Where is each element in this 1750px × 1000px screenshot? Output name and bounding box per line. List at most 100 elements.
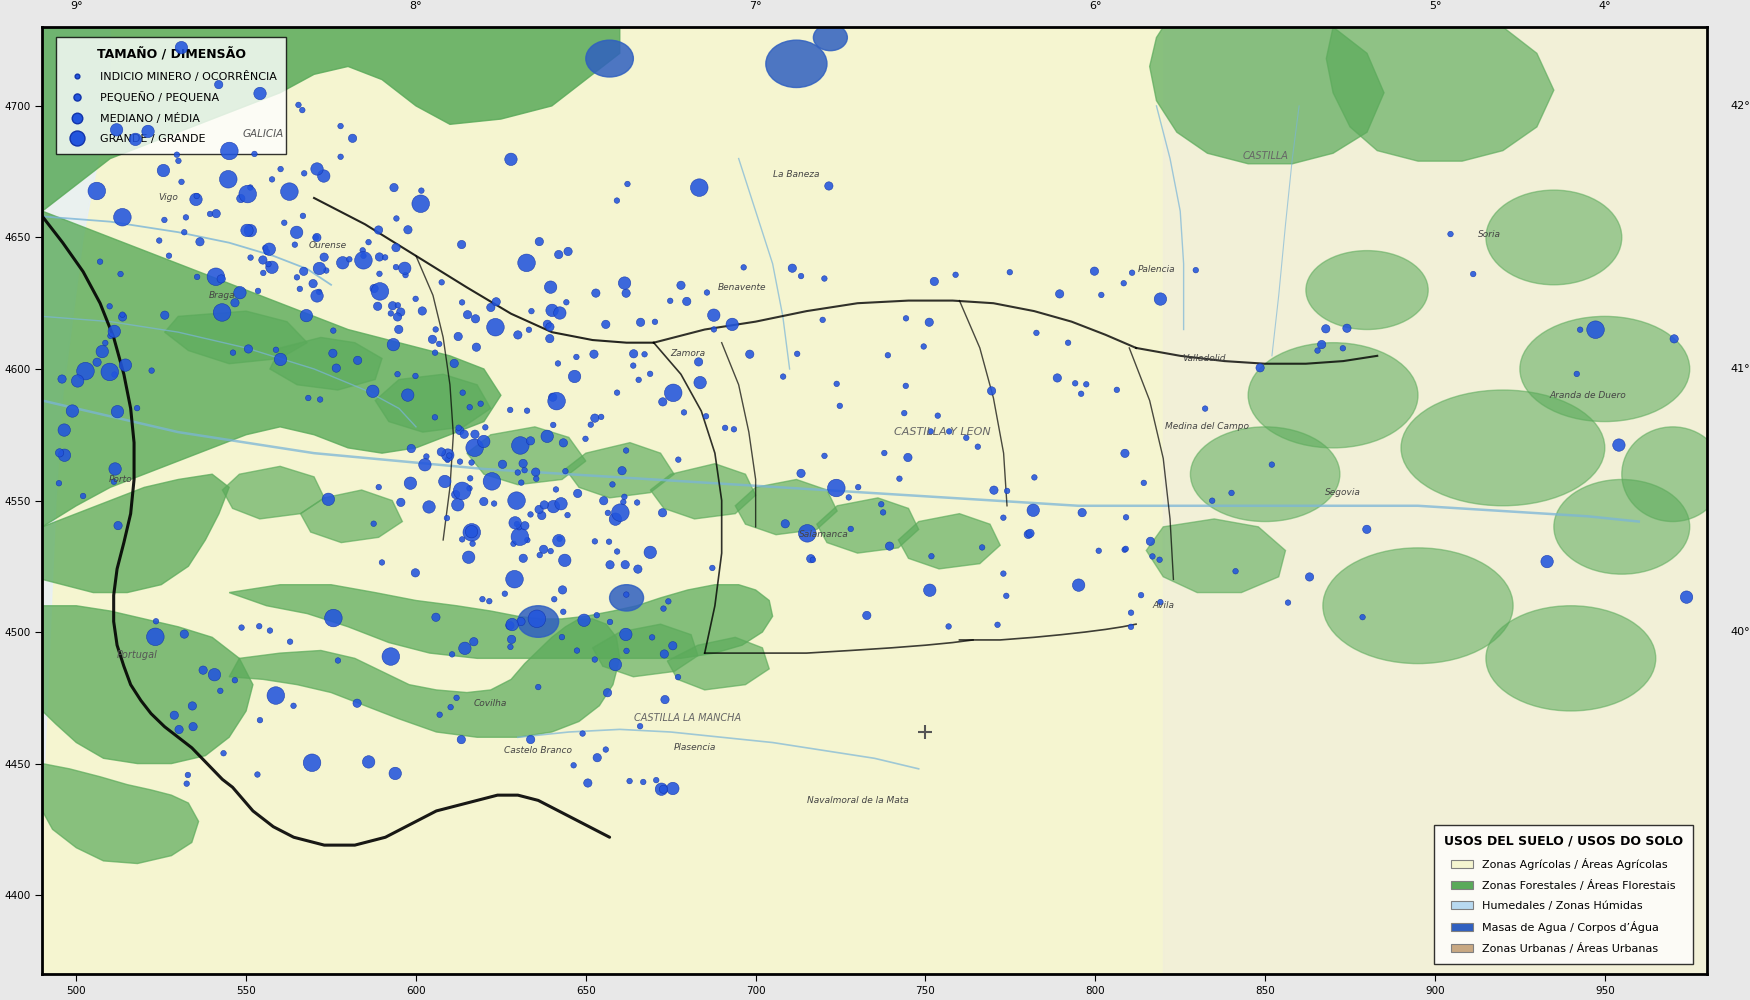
Point — [574, 775, 602, 791]
Point — [327, 149, 355, 165]
Point — [422, 345, 450, 361]
Point — [364, 222, 392, 238]
Point — [1146, 291, 1174, 307]
Point — [408, 183, 436, 199]
Point — [408, 303, 436, 319]
Point — [1046, 286, 1074, 302]
Point — [82, 183, 110, 199]
Point — [108, 307, 136, 323]
Point — [735, 346, 763, 362]
Point — [383, 309, 411, 325]
Point — [1460, 266, 1488, 282]
Point — [497, 639, 525, 655]
Point — [514, 322, 542, 338]
Point — [284, 224, 312, 240]
Point — [285, 97, 313, 113]
Point — [1111, 445, 1139, 461]
Point — [406, 196, 434, 212]
Point — [303, 161, 331, 177]
Point — [444, 420, 472, 436]
Point — [123, 400, 150, 416]
Polygon shape — [229, 585, 774, 658]
Point — [107, 266, 135, 282]
Polygon shape — [1164, 27, 1706, 974]
Point — [467, 396, 495, 412]
Point — [642, 772, 670, 788]
Point — [550, 604, 578, 620]
Point — [612, 643, 640, 659]
Point — [276, 634, 304, 650]
Text: Castelo Branco: Castelo Branco — [504, 746, 572, 755]
Point — [397, 475, 425, 491]
Text: Salamanca: Salamanca — [798, 530, 849, 539]
Point — [1437, 226, 1465, 242]
Point — [205, 77, 233, 93]
Point — [401, 368, 429, 384]
Polygon shape — [817, 498, 919, 553]
Point — [149, 163, 177, 179]
Point — [500, 571, 528, 587]
Point — [226, 285, 254, 301]
Point — [360, 281, 388, 297]
Point — [917, 423, 945, 439]
Point — [304, 284, 332, 300]
Circle shape — [814, 24, 847, 51]
Point — [247, 85, 275, 101]
Point — [350, 252, 378, 268]
Text: 9°: 9° — [70, 1, 82, 11]
Point — [546, 305, 574, 321]
Point — [609, 494, 637, 510]
Point — [150, 212, 178, 228]
Point — [68, 488, 96, 504]
Point — [280, 698, 308, 714]
Point — [266, 351, 294, 367]
Ellipse shape — [1306, 251, 1428, 330]
Point — [150, 307, 178, 323]
Point — [359, 383, 387, 399]
Text: Avila: Avila — [1152, 601, 1174, 610]
Point — [522, 471, 550, 487]
Point — [502, 493, 530, 509]
Point — [182, 188, 210, 204]
Point — [542, 393, 570, 409]
Point — [564, 643, 592, 659]
Point — [436, 699, 464, 715]
Point — [430, 473, 458, 489]
Point — [324, 652, 352, 668]
Point — [525, 679, 553, 695]
Point — [318, 323, 346, 339]
Point — [598, 476, 626, 492]
Point — [522, 464, 550, 480]
Point — [329, 255, 357, 271]
Point — [145, 233, 173, 249]
Point — [1349, 609, 1377, 625]
Point — [1116, 619, 1144, 635]
Point — [1116, 605, 1144, 621]
Point — [525, 547, 553, 563]
Point — [793, 525, 821, 541]
Text: Navalmoral de la Mata: Navalmoral de la Mata — [807, 796, 908, 805]
Point — [649, 505, 677, 521]
Point — [511, 462, 539, 478]
Polygon shape — [374, 374, 490, 432]
Point — [448, 237, 476, 253]
Point — [390, 260, 418, 276]
Point — [541, 591, 569, 607]
Point — [620, 346, 648, 362]
Point — [450, 426, 478, 442]
Circle shape — [609, 585, 644, 611]
Text: Aranda de Duero: Aranda de Duero — [1549, 391, 1626, 400]
Point — [625, 561, 653, 577]
Point — [284, 269, 312, 285]
Point — [1181, 262, 1209, 278]
Point — [138, 363, 166, 379]
Point — [422, 409, 450, 425]
Point — [978, 383, 1006, 399]
Point — [611, 557, 639, 573]
Point — [873, 347, 901, 363]
Point — [1146, 594, 1174, 610]
Point — [327, 118, 355, 134]
Point — [257, 259, 285, 275]
Point — [255, 623, 284, 639]
Point — [620, 358, 648, 374]
